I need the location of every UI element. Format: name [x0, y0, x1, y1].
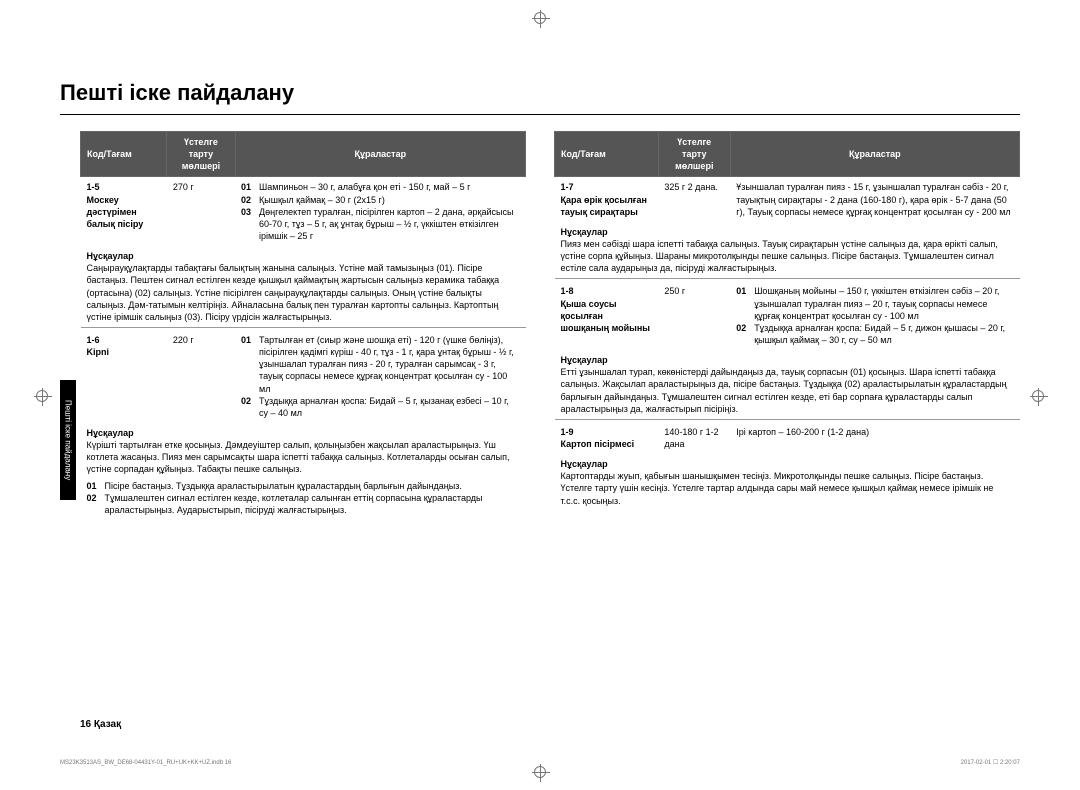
left-table: Код/Тағам Үстелге тарту мөлшері Құраласт…	[80, 131, 526, 520]
recipe-food: Kipni	[87, 346, 161, 358]
page-title: Пешті іске пайдалану	[60, 80, 1020, 106]
recipe-ingredients: Ірі картоп – 160-200 г (1-2 дана)	[730, 419, 1019, 454]
page-footer: 16 Қазақ	[80, 719, 121, 730]
col-ingredients: Құраластар	[235, 132, 525, 177]
recipe-food: Москеу дәстүрімен балық пісіру	[87, 194, 161, 230]
col-code-food: Код/Тағам	[81, 132, 167, 177]
right-table: Код/Тағам Үстелге тарту мөлшері Құраласт…	[554, 131, 1020, 511]
recipe-serving: 325 г 2 дана.	[658, 177, 730, 222]
instructions-heading: Нұсқаулар	[561, 458, 1014, 470]
recipe-code: 1-7	[561, 181, 653, 193]
recipe-ingredients: 01Шампиньон – 30 г, алабұға қон еті - 15…	[235, 177, 525, 246]
col-serving: Үстелге тарту мөлшері	[167, 132, 235, 177]
col-code-food: Код/Тағам	[555, 132, 659, 177]
recipe-food: Картоп пісірмесі	[561, 438, 653, 450]
instructions-heading: Нұсқаулар	[561, 226, 1014, 238]
recipe-code: 1-9	[561, 426, 653, 438]
table-row: Нұсқаулар Саңырауқұлақтарды табақтағы ба…	[81, 246, 526, 327]
recipe-code: 1-8	[561, 285, 653, 297]
instructions-text: Етті ұзыншалап турап, көкөністерді дайын…	[561, 366, 1014, 415]
table-row: Нұсқаулар Күрішті тартылған етке қосыңыз…	[81, 423, 526, 520]
table-row: 1-7 Қара өрік қосылған тауық сирақтары 3…	[555, 177, 1020, 222]
recipe-serving: 140-180 г 1-2 дана	[658, 419, 730, 454]
instructions-heading: Нұсқаулар	[87, 250, 520, 262]
instructions-text: Картоптарды жуып, қабығын шанышқымен тес…	[561, 470, 1014, 506]
table-header-row: Код/Тағам Үстелге тарту мөлшері Құраласт…	[555, 132, 1020, 177]
instructions-heading: Нұсқаулар	[561, 354, 1014, 366]
instructions-text: Саңырауқұлақтарды табақтағы балықтың жан…	[87, 262, 520, 323]
content-columns: Код/Тағам Үстелге тарту мөлшері Құраласт…	[60, 131, 1020, 520]
recipe-ingredients: Ұзыншалап туралған пияз - 15 г, ұзыншала…	[730, 177, 1019, 222]
recipe-ingredients: 01Шошқаның мойыны – 150 г, үккіштен өткі…	[730, 279, 1019, 350]
table-row: 1-8 Қыша соусы қосылған шошқаның мойыны …	[555, 279, 1020, 350]
instructions-heading: Нұсқаулар	[87, 427, 520, 439]
title-rule	[60, 114, 1020, 115]
imprint-left: MS23K3513AS_BW_DE68-04431Y-01_RU+UK+KK+U…	[60, 760, 231, 766]
left-column: Код/Тағам Үстелге тарту мөлшері Құраласт…	[60, 131, 526, 520]
instructions-text: Пияз мен сәбізді шара іспетті табаққа са…	[561, 238, 1014, 274]
recipe-code: 1-5	[87, 181, 161, 193]
table-row: Нұсқаулар Пияз мен сәбізді шара іспетті …	[555, 222, 1020, 279]
recipe-food: Қара өрік қосылған тауық сирақтары	[561, 194, 653, 218]
col-ingredients: Құраластар	[730, 132, 1019, 177]
recipe-serving: 270 г	[167, 177, 235, 246]
right-column: Код/Тағам Үстелге тарту мөлшері Құраласт…	[554, 131, 1020, 520]
recipe-serving: 250 г	[658, 279, 730, 350]
table-row: Нұсқаулар Картоптарды жуып, қабығын шаны…	[555, 454, 1020, 511]
table-row: 1-5 Москеу дәстүрімен балық пісіру 270 г…	[81, 177, 526, 246]
table-row: 1-6 Kipni 220 г 01Тартылған ет (сиыр жән…	[81, 327, 526, 422]
col-serving: Үстелге тарту мөлшері	[658, 132, 730, 177]
recipe-ingredients: 01Тартылған ет (сиыр және шошқа еті) - 1…	[235, 327, 525, 422]
instructions-text: Күрішті тартылған етке қосыңыз. Дәмдеуіш…	[87, 439, 520, 475]
table-row: Нұсқаулар Етті ұзыншалап турап, көкөніст…	[555, 350, 1020, 419]
page-content: Пешті іске пайдалану Пешті іске пайдалан…	[0, 0, 1080, 550]
table-row: 1-9 Картоп пісірмесі 140-180 г 1-2 дана …	[555, 419, 1020, 454]
table-header-row: Код/Тағам Үстелге тарту мөлшері Құраласт…	[81, 132, 526, 177]
imprint-right: 2017-02-01 ☐ 2:20:07	[961, 759, 1020, 766]
recipe-serving: 220 г	[167, 327, 235, 422]
recipe-food: Қыша соусы қосылған шошқаның мойыны	[561, 298, 653, 334]
side-tab: Пешті іске пайдалану	[60, 380, 76, 500]
recipe-code: 1-6	[87, 334, 161, 346]
